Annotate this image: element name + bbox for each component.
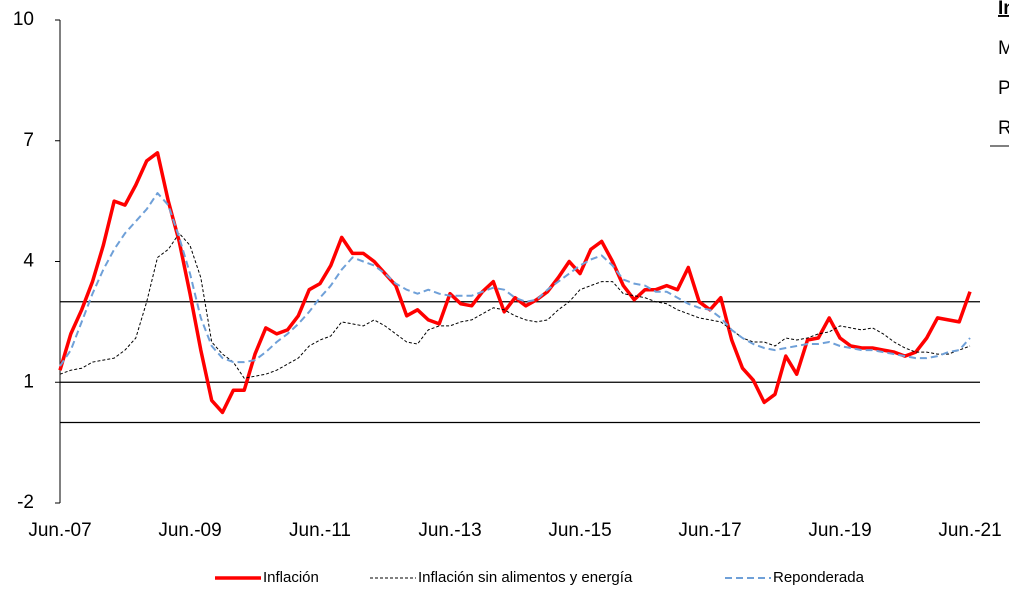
x-tick-label: Jun.-11: [289, 520, 351, 541]
legend-label: Inflación sin alimentos y energía: [418, 569, 633, 586]
y-tick-label: 4: [23, 251, 34, 272]
legend-label: Reponderada: [773, 569, 865, 586]
side-text: M: [998, 38, 1009, 59]
x-tick-label: Jun.-13: [418, 520, 481, 541]
series-line: [59, 232, 971, 379]
y-tick-label: 7: [23, 130, 34, 151]
y-tick-label: 1: [23, 371, 34, 392]
side-text: P: [998, 78, 1009, 99]
legend-label: Inflación: [263, 569, 319, 586]
x-tick-label: Jun.-21: [938, 520, 1001, 541]
series-line: [59, 192, 971, 367]
side-text: In: [998, 0, 1009, 19]
y-tick-label: 10: [13, 9, 34, 30]
x-tick-label: Jun.-07: [28, 520, 91, 541]
series-line: [58, 151, 972, 415]
y-tick-label: -2: [17, 492, 34, 513]
side-text: R: [998, 118, 1009, 139]
x-tick-label: Jun.-19: [808, 520, 871, 541]
x-tick-label: Jun.-15: [548, 520, 611, 541]
x-tick-label: Jun.-17: [678, 520, 741, 541]
x-tick-label: Jun.-09: [158, 520, 221, 541]
